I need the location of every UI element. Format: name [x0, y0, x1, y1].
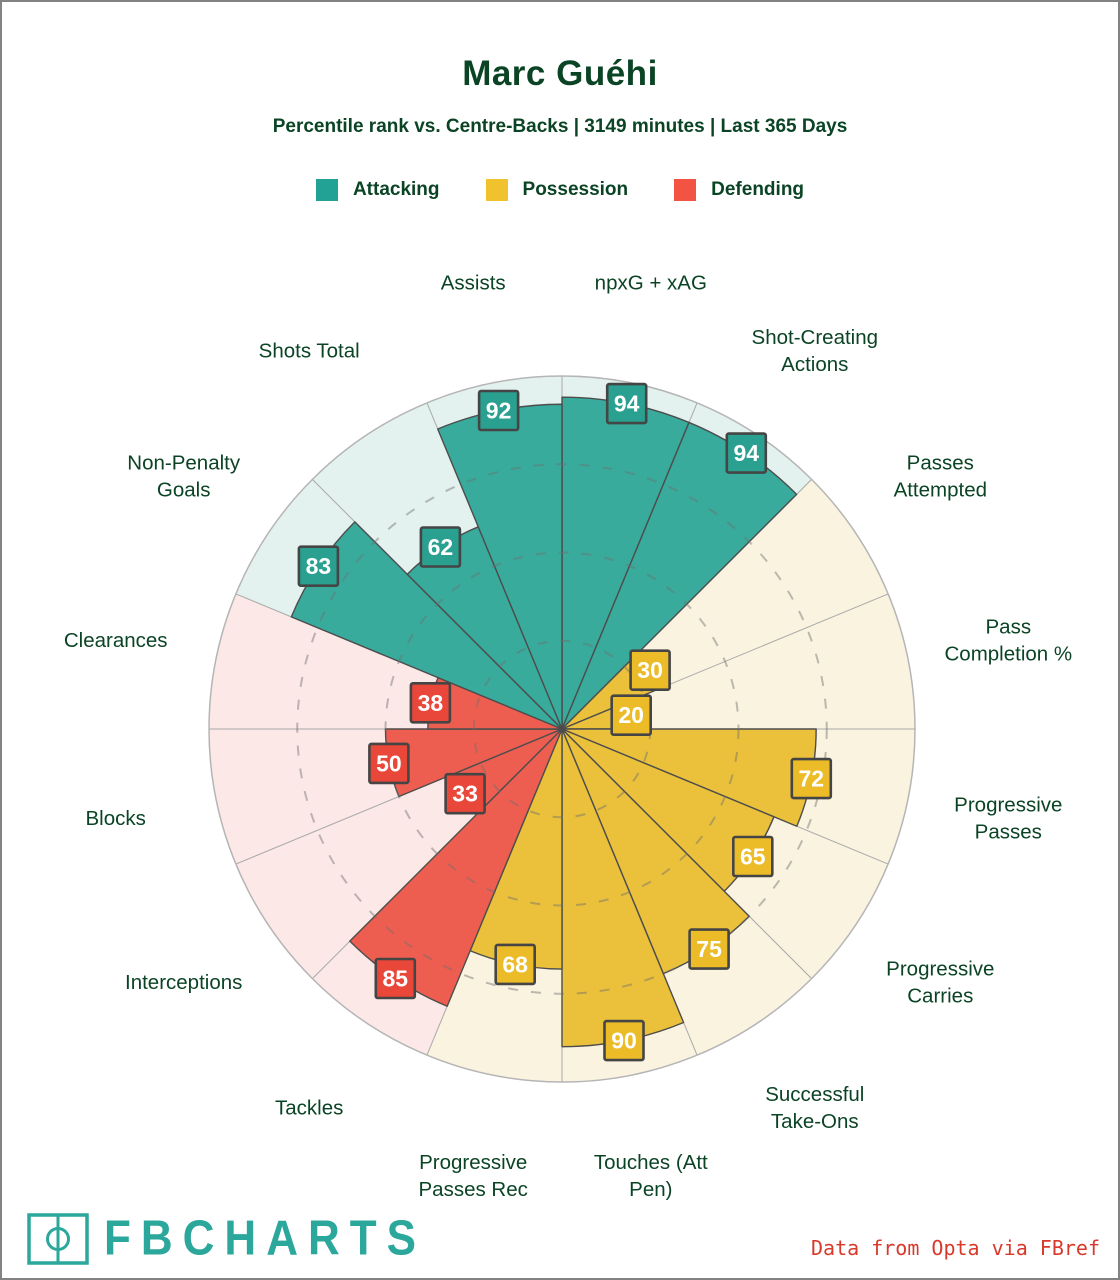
badge-value: 50 — [376, 750, 402, 776]
slice-label-clearances: Clearances — [64, 629, 168, 652]
legend-label: Attacking — [352, 179, 440, 200]
badge-box — [725, 432, 768, 474]
badge-box — [297, 545, 340, 588]
value-badge-blocks: 50 — [368, 742, 410, 785]
badge-box — [374, 957, 417, 1000]
slice-label-blocks: Blocks — [86, 807, 146, 830]
badge-value: 94 — [734, 440, 760, 466]
slice-label-shots-total: Shots Total — [259, 340, 360, 363]
legend: Attacking Possession Defending — [2, 179, 1118, 201]
value-badge-progressive-passes-rec: 68 — [494, 943, 537, 986]
value-badge-shot-creating-actions: 94 — [725, 432, 768, 474]
value-badge-pass-completion: 20 — [610, 694, 653, 737]
footer: FBCHARTS Data from Opta via FBref — [2, 1206, 1118, 1278]
badge-value: 94 — [614, 391, 640, 417]
brand-logo: FBCHARTS — [26, 1211, 426, 1266]
badge-box — [688, 928, 730, 970]
slice-label-interceptions: Interceptions — [125, 971, 242, 994]
value-badge-progressive-passes: 72 — [790, 757, 833, 800]
badge-value: 38 — [418, 690, 444, 716]
value-badge-npxg-xag: 94 — [605, 382, 648, 425]
value-badge-clearances: 38 — [409, 681, 452, 724]
outer-circle — [208, 375, 916, 1083]
legend-label: Possession — [522, 179, 629, 200]
badge-value: 20 — [618, 702, 644, 728]
percentile-ring-75 — [296, 463, 828, 995]
slice-label-npxg-xag: npxG + xAG — [595, 272, 707, 295]
football-pitch-icon — [27, 1213, 89, 1265]
legend-item-possession: Possession — [485, 179, 629, 201]
slice-label-progressive-passes: Progressive Passes — [954, 793, 1062, 843]
slice-label-tackles: Tackles — [275, 1096, 343, 1119]
badge-value: 92 — [486, 398, 512, 424]
badge-value: 75 — [696, 936, 722, 962]
legend-item-defending: Defending — [674, 179, 804, 201]
slice-label-successful-take-ons: Successful Take-Ons — [765, 1083, 864, 1133]
badge-value: 33 — [452, 781, 478, 807]
attacking-swatch-icon — [315, 179, 338, 201]
slice-label-progressive-carries: Progressive Carries — [886, 957, 994, 1007]
value-badge-non-penalty-goals: 83 — [297, 545, 340, 588]
badge-value: 62 — [428, 534, 454, 560]
value-badge-shots-total: 62 — [419, 526, 462, 568]
badge-box — [477, 389, 520, 432]
slice-label-touches-att-pen: Touches (Att Pen) — [594, 1151, 708, 1201]
badge-value: 68 — [502, 951, 528, 977]
badge-box — [790, 757, 833, 800]
value-badge-passes-attempted: 30 — [629, 649, 671, 692]
badge-value: 65 — [740, 844, 766, 870]
badge-box — [731, 835, 774, 878]
badge-value: 30 — [637, 657, 663, 683]
brand-name: FBCHARTS — [104, 1211, 426, 1266]
badge-box — [419, 526, 462, 568]
badge-value: 90 — [611, 1028, 637, 1054]
slice-label-passes-attempted: Passes Attempted — [894, 452, 987, 502]
slice-label-progressive-passes-rec: Progressive Passes Rec — [419, 1151, 528, 1201]
slice-label-pass-completion: Pass Completion % — [944, 616, 1072, 666]
value-badge-touches-att-pen: 90 — [603, 1019, 645, 1062]
header: Marc Guéhi Percentile rank vs. Centre-Ba… — [2, 2, 1118, 138]
slice-label-shot-creating-actions: Shot-Creating Actions — [752, 326, 878, 376]
possession-swatch-icon — [485, 179, 508, 201]
legend-label: Defending — [711, 179, 805, 200]
badge-box — [603, 1019, 645, 1062]
page-title: Marc Guéhi — [462, 54, 658, 93]
value-badge-progressive-carries: 65 — [731, 835, 774, 878]
badge-box — [368, 742, 410, 785]
slice-label-assists: Assists — [441, 272, 506, 295]
badge-box — [494, 943, 537, 986]
badge-value: 85 — [383, 966, 409, 992]
badge-box — [605, 382, 648, 425]
legend-item-attacking: Attacking — [315, 179, 440, 201]
value-badge-tackles: 85 — [374, 957, 417, 1000]
page-subtitle: Percentile rank vs. Centre-Backs | 3149 … — [272, 116, 848, 137]
slice-label-non-penalty-goals: Non-Penalty Goals — [127, 452, 241, 502]
badge-box — [610, 694, 653, 737]
defending-swatch-icon — [674, 179, 697, 201]
percentile-ring-50 — [384, 551, 740, 907]
badge-value: 83 — [306, 553, 332, 579]
badge-box — [409, 681, 452, 724]
badge-box — [444, 772, 486, 815]
value-badge-interceptions: 33 — [444, 772, 486, 815]
badge-box — [629, 649, 671, 692]
badge-value: 72 — [799, 766, 825, 792]
data-credit: Data from Opta via FBref — [811, 1236, 1100, 1260]
value-badge-successful-take-ons: 75 — [688, 928, 730, 970]
value-badge-assists: 92 — [477, 389, 520, 432]
